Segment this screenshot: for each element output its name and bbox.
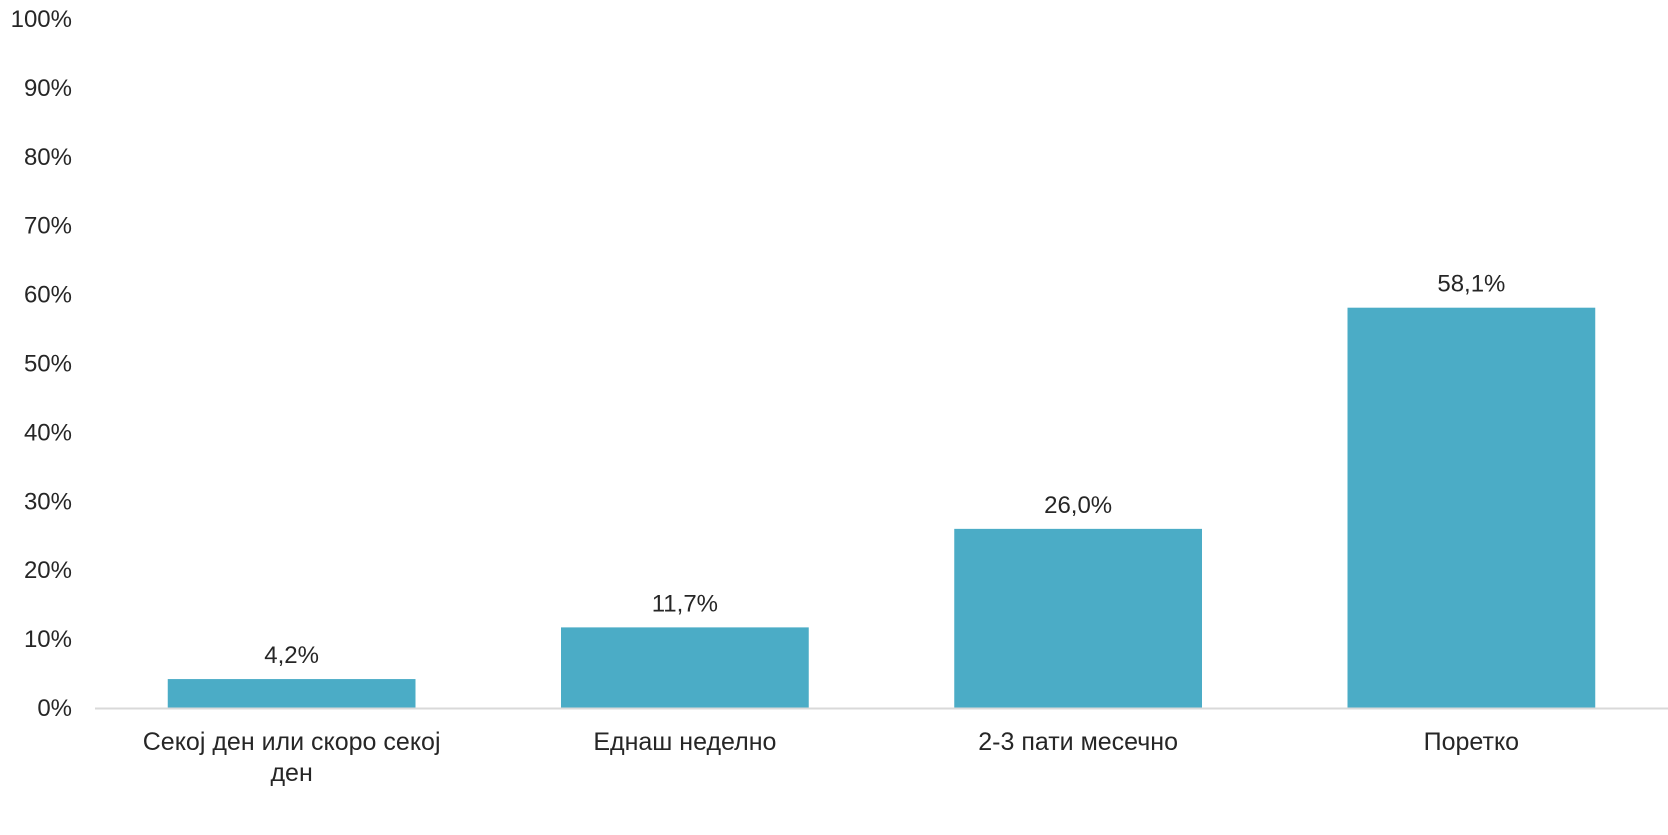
data-label: 4,2% <box>264 642 319 669</box>
bar <box>954 528 1202 708</box>
y-tick-label: 70% <box>24 213 72 240</box>
y-tick-label: 90% <box>24 75 72 102</box>
data-labels-group: 4,2% 11,7% 26,0% 58,1% <box>264 271 1505 669</box>
category-label: Еднаш неделно <box>593 728 776 756</box>
category-label: 2-3 пати месечно <box>978 728 1178 756</box>
y-axis-tick-labels: 0% 10% 20% 30% 40% 50% 60% 70% 80% 90% 100% <box>11 6 72 722</box>
data-label: 58,1% <box>1437 271 1505 298</box>
category-label: Поретко <box>1424 728 1519 756</box>
y-tick-label: 30% <box>24 488 72 515</box>
y-tick-label: 10% <box>24 626 72 653</box>
y-tick-label: 40% <box>24 419 72 446</box>
bars-group <box>167 307 1596 708</box>
category-label: Секој ден или скоро секој <box>143 728 441 756</box>
y-tick-label: 60% <box>24 282 72 309</box>
bar <box>167 679 416 708</box>
x-axis-category-labels: Секој ден или скоро секој ден Еднаш неделн… <box>143 728 1519 787</box>
y-tick-label: 50% <box>24 351 72 378</box>
data-label: 26,0% <box>1044 492 1112 519</box>
data-label: 11,7% <box>652 590 718 617</box>
y-tick-label: 100% <box>11 6 72 33</box>
bar <box>561 627 809 708</box>
y-tick-label: 20% <box>24 557 72 584</box>
y-tick-label: 0% <box>37 695 72 722</box>
bar <box>1347 307 1596 708</box>
category-label: ден <box>270 759 312 787</box>
y-tick-label: 80% <box>24 144 72 171</box>
